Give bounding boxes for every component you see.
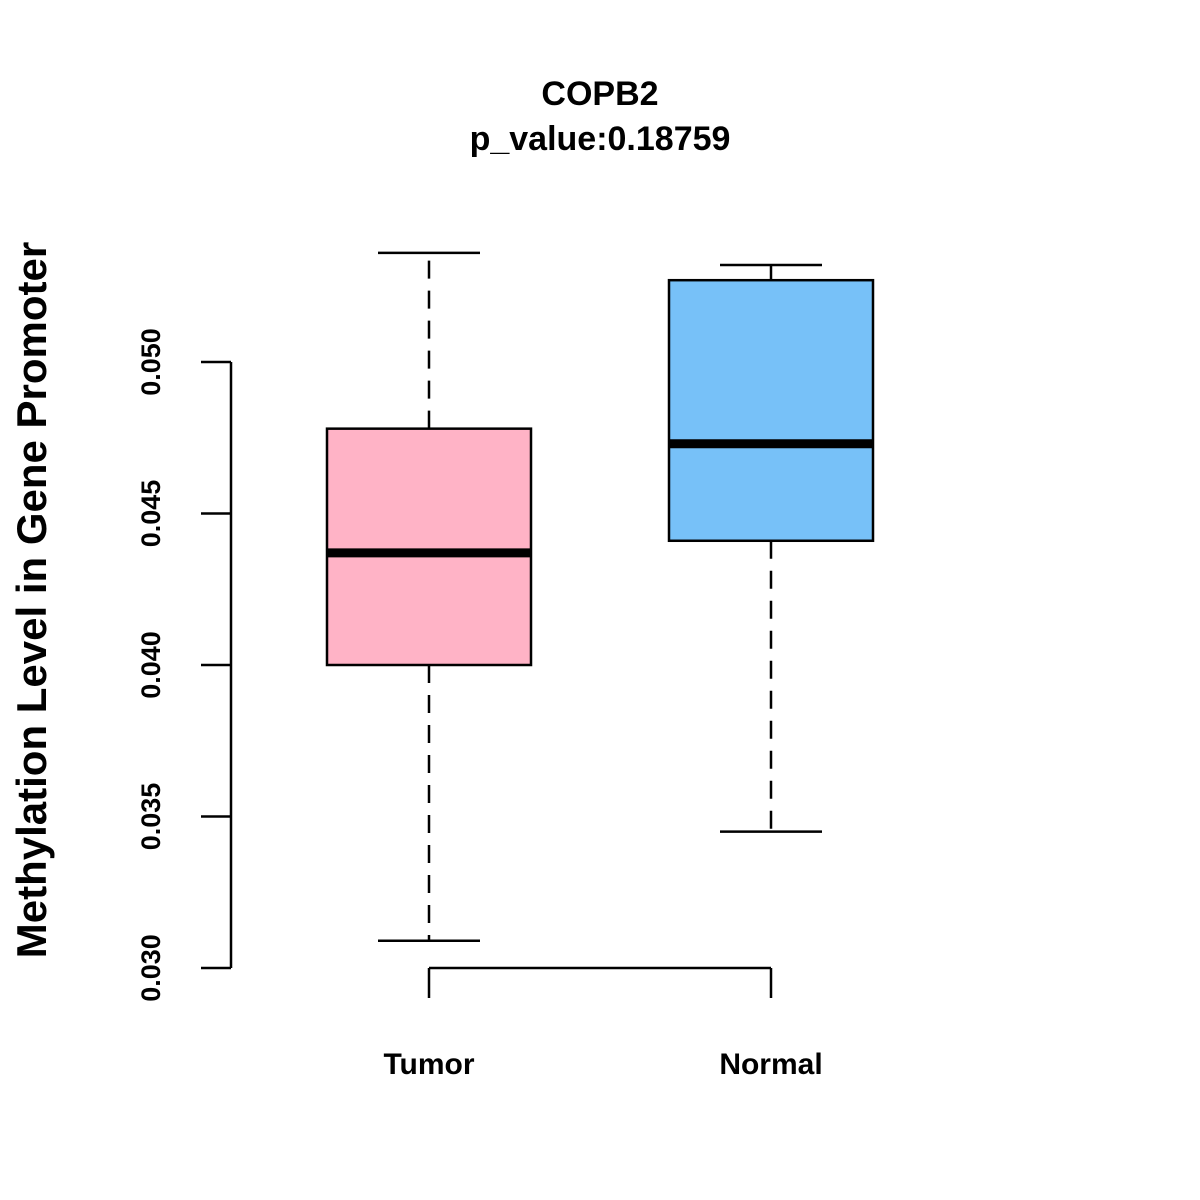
x-tick-label: Tumor <box>383 1048 474 1081</box>
y-tick-label: 0.035 <box>136 783 166 851</box>
y-tick-label: 0.045 <box>136 480 166 548</box>
chart-subtitle: p_value:0.18759 <box>470 120 731 158</box>
box-normal <box>667 278 875 543</box>
y-axis: 0.030 0.035 0.040 0.045 0.050 <box>136 328 233 1002</box>
x-tick-label: Normal <box>719 1048 822 1081</box>
y-tick-label: 0.030 <box>136 934 166 1002</box>
x-axis: Tumor Normal <box>383 966 823 1081</box>
y-tick-label: 0.040 <box>136 631 166 699</box>
box-tumor <box>325 427 533 667</box>
y-tick-label: 0.050 <box>136 328 166 396</box>
chart-title: COPB2 <box>541 75 658 113</box>
y-axis-label: Methylation Level in Gene Promoter <box>8 242 55 958</box>
boxes <box>325 251 875 942</box>
